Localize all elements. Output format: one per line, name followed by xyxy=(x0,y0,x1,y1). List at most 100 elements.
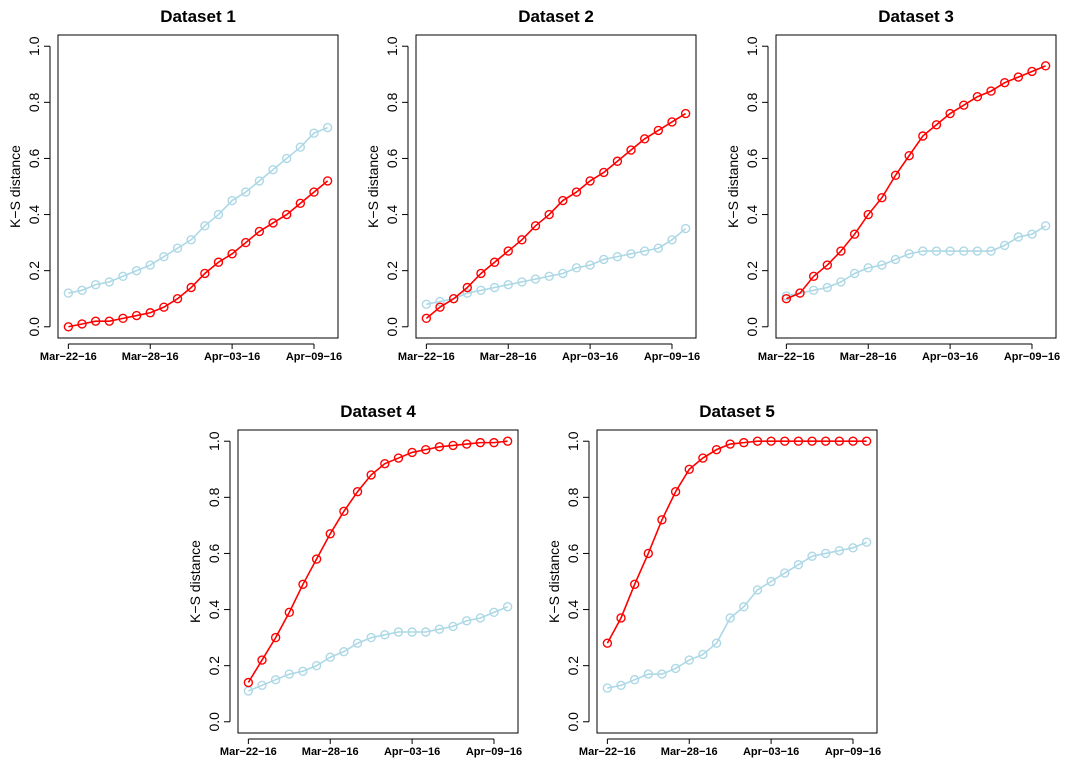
data-point xyxy=(626,249,636,259)
series-line xyxy=(426,227,687,306)
data-point xyxy=(243,677,254,688)
data-point xyxy=(159,251,169,262)
x-tick-label: Mar−22−16 xyxy=(398,351,455,363)
x-tick-label: Apr−09−16 xyxy=(644,351,700,363)
y-tick-label: 0.4 xyxy=(384,205,400,225)
y-tick-label: 0.6 xyxy=(384,149,400,169)
data-point xyxy=(90,316,101,326)
y-tick-label: 0.2 xyxy=(26,261,42,281)
y-tick-label: 0.8 xyxy=(384,92,400,112)
x-tick-label: Mar−28−16 xyxy=(122,351,179,363)
y-tick-label: 1.0 xyxy=(206,431,222,451)
series-line xyxy=(607,541,867,689)
y-tick-label: 1.0 xyxy=(744,36,760,56)
data-point xyxy=(657,669,667,679)
data-point xyxy=(643,548,654,559)
data-point xyxy=(680,108,691,119)
data-point xyxy=(558,268,568,279)
data-point xyxy=(795,288,805,298)
data-point xyxy=(118,313,128,324)
x-tick-label: Mar−22−16 xyxy=(220,746,277,758)
y-tick-label: 0.4 xyxy=(206,600,222,620)
data-point xyxy=(766,436,776,446)
data-point xyxy=(711,638,722,648)
data-point xyxy=(281,153,292,164)
data-point xyxy=(186,235,196,245)
data-point xyxy=(366,632,376,643)
data-point xyxy=(558,195,568,206)
data-point xyxy=(352,638,363,648)
data-point xyxy=(698,453,708,463)
data-point xyxy=(325,652,335,662)
data-point xyxy=(793,436,804,446)
data-point xyxy=(462,282,473,293)
data-point xyxy=(268,164,278,175)
data-point xyxy=(380,630,390,640)
data-point xyxy=(325,529,335,539)
data-point xyxy=(571,263,582,273)
series-line xyxy=(248,606,508,692)
plot-frame xyxy=(415,34,697,339)
chart-title: Dataset 1 xyxy=(160,7,236,26)
data-point xyxy=(309,187,319,197)
data-point xyxy=(834,436,845,446)
data-point xyxy=(616,613,626,623)
y-tick-label: 0.0 xyxy=(26,317,42,337)
data-point xyxy=(670,663,681,674)
data-point xyxy=(639,134,650,144)
y-tick-label: 0.2 xyxy=(384,261,400,281)
data-point xyxy=(227,195,237,206)
data-point xyxy=(629,579,640,590)
data-point xyxy=(680,223,691,234)
plot-frame xyxy=(57,34,339,339)
data-point xyxy=(284,669,295,679)
x-tick-label: Apr−09−16 xyxy=(825,746,881,758)
data-point xyxy=(836,277,846,287)
data-point xyxy=(352,487,363,497)
data-point xyxy=(502,436,513,446)
data-point xyxy=(616,680,626,691)
data-point xyxy=(489,282,500,293)
data-point xyxy=(407,447,417,458)
y-tick-label: 0.8 xyxy=(26,92,42,112)
y-tick-label: 0.2 xyxy=(565,656,581,676)
y-tick-label: 1.0 xyxy=(565,431,581,451)
y-axis-label: K−S distance xyxy=(546,540,562,623)
y-tick-label: 0.6 xyxy=(744,149,760,169)
data-point xyxy=(643,669,654,679)
data-point xyxy=(836,246,846,256)
data-point xyxy=(281,209,292,220)
x-tick-label: Mar−22−16 xyxy=(758,351,815,363)
data-point xyxy=(241,187,251,197)
data-point xyxy=(667,117,677,127)
y-axis-label: K−S distance xyxy=(725,145,741,228)
y-tick-label: 0.0 xyxy=(565,712,581,732)
data-point xyxy=(612,156,623,166)
data-point xyxy=(476,268,486,279)
data-point xyxy=(254,176,265,186)
data-point xyxy=(213,257,224,267)
data-point xyxy=(629,674,640,685)
data-point xyxy=(145,260,155,270)
data-point xyxy=(461,616,472,626)
data-point xyxy=(602,638,613,648)
data-point xyxy=(254,226,265,237)
y-tick-label: 0.0 xyxy=(384,317,400,337)
data-point xyxy=(295,142,306,152)
data-point xyxy=(1013,232,1024,242)
data-point xyxy=(972,92,983,102)
data-point xyxy=(502,602,513,612)
data-point xyxy=(1027,229,1037,239)
data-point xyxy=(200,268,210,279)
data-point xyxy=(90,279,101,290)
data-point xyxy=(972,246,983,256)
y-tick-label: 1.0 xyxy=(26,36,42,56)
data-point xyxy=(311,660,322,671)
plot-frame xyxy=(237,429,519,734)
data-point xyxy=(145,308,155,318)
data-point xyxy=(863,209,873,220)
data-point xyxy=(959,100,969,110)
data-point xyxy=(653,243,664,253)
data-point xyxy=(711,444,722,455)
